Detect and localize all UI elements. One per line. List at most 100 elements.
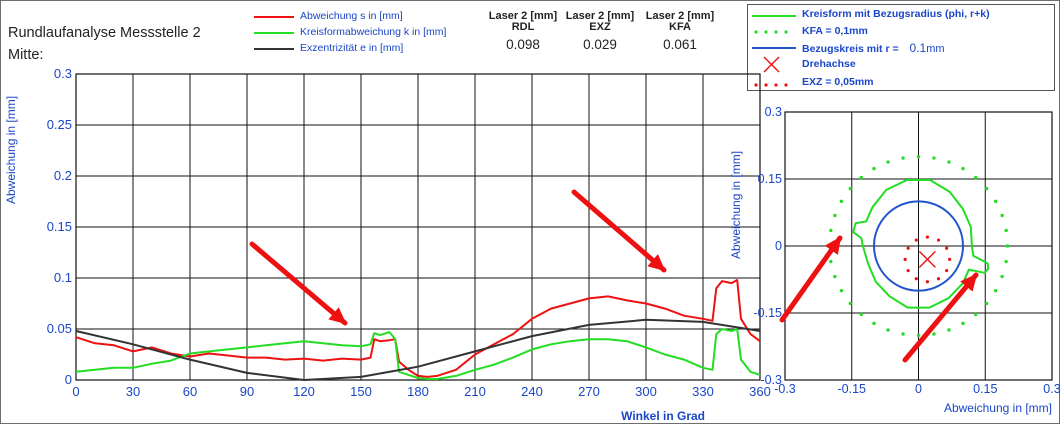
kfa-dot [932,156,936,160]
polar-legend-kfa: KFA = 0,1mm [802,25,868,37]
polar-y-tick-label-0.15: 0.15 [758,172,782,186]
arrow-4-head [960,273,978,292]
legend-line-red [254,16,294,18]
series-line-2 [75,318,761,381]
arrow-1-shaft [249,241,348,326]
kfa-dot [872,166,876,171]
y-tick-label-0.3: 0.3 [54,66,72,81]
chart-title: Rundlaufanalyse Messstelle 2 [8,25,201,41]
kfa-dot [916,154,921,159]
kfa-dot [947,160,951,164]
kfa-dot [932,332,936,336]
kfa-dot [961,321,965,326]
x-tick-label-300: 300 [635,384,657,399]
x-tick-label-150: 150 [350,384,372,399]
y-tick-label-0.15: 0.15 [47,219,72,234]
polar-y-tick-label-0: 0 [775,239,782,253]
reference-circle [873,200,964,292]
kfa-dot [1000,213,1004,218]
polar-legend-bezug-unit: mm [926,43,945,55]
stat-sensor-exz: Laser 2 [mm] [565,10,635,22]
polar-x-tick-label-0: 0 [915,382,922,396]
kfa-dot [901,156,905,160]
legend-label-abweichung: Abweichung s in [mm] [300,10,403,22]
series-line-1 [75,328,761,380]
kfa-dot [886,328,890,332]
polar-legend-bezug-value: 0.1 [909,41,927,55]
kfa-dot [961,166,965,171]
x-tick-label-180: 180 [407,384,429,399]
kfa-dot [839,288,844,293]
series-line-0 [75,279,761,378]
polar-legend-box [747,4,1055,91]
kfa-dot [984,301,989,306]
exz-dot [925,280,930,284]
arrow-2-shaft [571,189,667,273]
kfa-dot [1000,274,1004,279]
kfa-dot [993,199,998,204]
polar-y-axis-label: Abweichung in [mm] [729,151,743,259]
arrow-3-head [824,236,842,255]
polar-plot-border [784,111,1053,381]
kreisform-contour [852,179,990,309]
x-tick-label-30: 30 [126,384,140,399]
kfa-dot [829,259,833,264]
exz-dot [948,257,952,261]
kfa-dot [974,175,978,180]
exz-dot [903,257,907,261]
kfa-dot [901,332,905,336]
exz-dot [914,277,918,281]
x-tick-label-210: 210 [464,384,486,399]
stat-name-rdl: RDL [511,21,535,33]
exz-dot [914,238,918,242]
x-tick-label-270: 270 [578,384,600,399]
y-axis-label: Abweichung in [mm] [4,96,18,204]
x-tick-label-120: 120 [293,384,315,399]
x-tick-label-60: 60 [183,384,197,399]
x-tick-label-240: 240 [521,384,543,399]
arrow-3-shaft [779,235,843,323]
polar-legend-bezug-prefix: Bezugskreis mit r = [802,43,899,55]
stat-name-kfa: KFA [669,21,691,33]
x-tick-label-360: 360 [749,384,771,399]
kfa-dot [974,312,978,317]
stat-value-kfa: 0.061 [663,37,697,52]
arrow-1-head [328,307,347,325]
polar-legend-kreisform: Kreisform mit Bezugsradius (phi, r+k) [802,8,990,20]
plot-area-border [75,73,761,381]
polar-x-axis-label: Abweichung in [mm] [944,401,1052,415]
polar-x-tick-label--0.3: -0.3 [774,382,796,396]
kfa-dot [947,328,951,332]
exz-dot [936,277,941,281]
exz-dot [925,235,930,239]
kfa-dot [848,301,853,306]
kfa-dot [859,312,863,317]
polar-legend-line-green [752,15,796,17]
kfa-dot [859,175,863,180]
kfa-dot [829,228,833,233]
kfa-dot [984,186,989,191]
legend-line-green [254,32,294,34]
stat-sensor-rdl: Laser 2 [mm] [488,10,558,22]
y-tick-label-0.2: 0.2 [54,168,72,183]
y-tick-label-0.25: 0.25 [47,117,72,132]
kfa-dot [872,321,876,326]
polar-x-tick-label-0.15: 0.15 [973,382,997,396]
stat-value-rdl: 0.098 [506,37,540,52]
arrow-4-shaft [902,272,979,363]
legend-label-exzentrizitaet: Exzentrizität e in [mm] [300,42,404,54]
exz-dot [945,268,949,273]
chart-subtitle: Mitte: [8,47,44,63]
kfa-dot [916,333,921,338]
polar-x-tick-label--0.15: -0.15 [838,382,867,396]
stat-value-exz: 0.029 [583,37,617,52]
y-tick-label-0.1: 0.1 [54,270,72,285]
y-tick-label-0.05: 0.05 [47,321,72,336]
polar-y-tick-label-0.3: 0.3 [765,105,782,119]
x-tick-label-90: 90 [240,384,254,399]
drehachse-marker [918,250,936,268]
kfa-dot [1004,228,1008,233]
stat-name-exz: EXZ [589,21,611,33]
